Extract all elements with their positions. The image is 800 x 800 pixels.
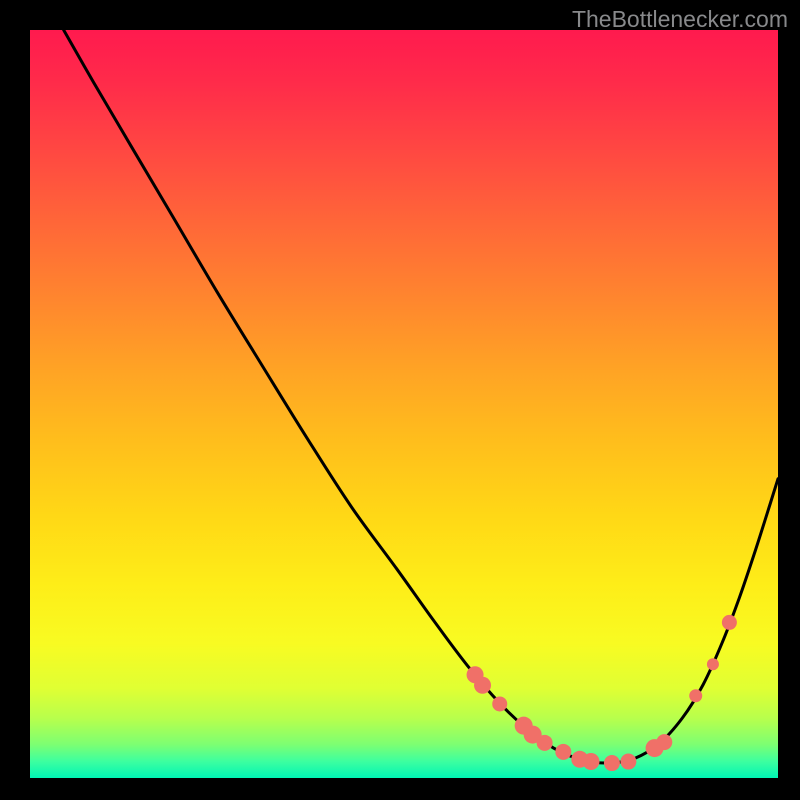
marker-point	[656, 734, 672, 750]
chart-root: TheBottlenecker.com	[0, 0, 800, 800]
marker-point	[474, 677, 491, 694]
marker-point	[689, 689, 702, 702]
watermark-text: TheBottlenecker.com	[572, 6, 788, 33]
marker-point	[722, 615, 737, 630]
marker-point	[492, 696, 507, 711]
marker-point	[620, 754, 636, 770]
marker-point	[537, 735, 553, 751]
marker-point	[604, 755, 620, 771]
marker-point	[555, 744, 571, 760]
chart-svg	[0, 0, 800, 800]
marker-point	[707, 658, 719, 670]
plot-background	[30, 30, 778, 778]
marker-point	[583, 753, 600, 770]
